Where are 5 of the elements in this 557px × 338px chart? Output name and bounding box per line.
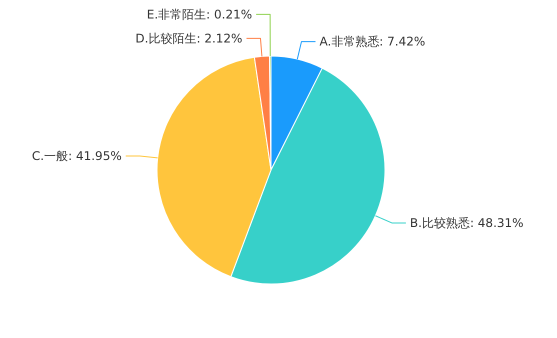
- slice-label: B.比较熟悉: 48.31%: [410, 216, 524, 230]
- slice-label: E.非常陌生: 0.21%: [146, 7, 252, 22]
- slice-label: D.比较陌生: 2.12%: [135, 31, 242, 46]
- slice-label: C.一般: 41.95%: [32, 148, 122, 163]
- slice-label: A.非常熟悉: 7.42%: [319, 34, 426, 49]
